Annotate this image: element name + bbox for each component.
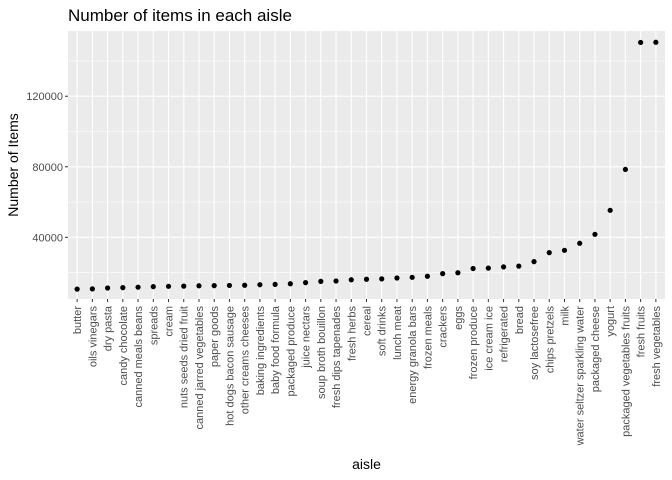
data-point xyxy=(409,274,415,280)
gridlines xyxy=(68,31,665,299)
x-tick-label: fresh fruits xyxy=(636,306,648,358)
x-tick-label: milk xyxy=(559,306,571,326)
data-point xyxy=(104,285,111,291)
data-point xyxy=(89,286,95,292)
data-point xyxy=(348,277,354,283)
data-point xyxy=(500,264,507,270)
data-point xyxy=(196,283,202,289)
x-tick-label: soup broth bouillon xyxy=(316,306,328,399)
data-point xyxy=(394,275,400,281)
x-tick-label: soft drinks xyxy=(377,306,389,357)
x-tick-label: fresh vegetables xyxy=(651,306,663,387)
data-point xyxy=(592,231,598,237)
data-point xyxy=(74,286,80,292)
x-tick-label: other creams cheeses xyxy=(240,306,252,415)
x-tick-label: soy lactosefree xyxy=(529,306,541,380)
x-tick-label: hot dogs bacon sausage xyxy=(224,306,236,426)
data-point xyxy=(181,283,187,289)
x-tick-label: paper goods xyxy=(209,306,221,368)
x-tick-label: crackers xyxy=(438,306,450,348)
data-point xyxy=(363,276,370,282)
data-point xyxy=(622,166,629,173)
x-tick-label: candy chocolate xyxy=(118,306,130,386)
x-tick-label: lunch meat xyxy=(392,306,404,360)
x-tick-label: energy granola bars xyxy=(407,306,419,404)
x-tick-label: ice cream ice xyxy=(483,306,495,371)
x-tick-label: cream xyxy=(164,306,176,337)
data-point xyxy=(226,282,233,289)
data-point xyxy=(638,39,644,46)
x-tick-label: bread xyxy=(514,306,526,334)
x-tick-label: canned jarred vegetables xyxy=(194,306,206,430)
x-tick-label: fresh herbs xyxy=(346,306,358,362)
y-axis: 40000 80000 120000 xyxy=(26,91,68,244)
data-point xyxy=(546,250,552,256)
x-tick-label: butter xyxy=(72,306,84,334)
x-tick-label: refrigerated xyxy=(499,306,511,362)
x-axis-title: aisle xyxy=(352,456,381,472)
data-point xyxy=(516,263,522,269)
data-point xyxy=(531,259,537,265)
x-tick-label: baking ingredients xyxy=(255,306,267,396)
x-tick-label: frozen meals xyxy=(422,306,434,369)
x-tick-label: packaged vegetables fruits xyxy=(620,306,632,437)
x-tick-label: chips pretzels xyxy=(544,306,556,374)
data-point xyxy=(440,271,446,277)
data-point xyxy=(287,281,293,287)
data-point xyxy=(424,273,431,279)
data-point xyxy=(257,282,263,288)
data-point xyxy=(607,207,613,213)
data-point xyxy=(318,278,324,284)
x-tick-label: packaged produce xyxy=(285,306,297,397)
x-tick-label: baby food formula xyxy=(270,305,282,394)
data-point xyxy=(470,265,476,272)
data-point xyxy=(455,270,461,276)
data-point xyxy=(211,283,217,289)
data-point xyxy=(379,276,385,282)
x-tick-label: fresh dips tapenades xyxy=(331,306,343,409)
y-axis-title: Number of Items xyxy=(5,113,21,216)
y-tick-label: 40000 xyxy=(32,232,63,244)
data-point xyxy=(302,280,309,286)
x-tick-label: frozen produce xyxy=(468,306,480,379)
data-point xyxy=(577,240,583,246)
data-point xyxy=(135,284,141,290)
x-tick-label: yogurt xyxy=(605,306,617,337)
data-point xyxy=(485,265,491,271)
data-point xyxy=(165,283,172,289)
x-tick-label: oils vinegars xyxy=(87,306,99,368)
data-point xyxy=(333,278,339,284)
x-tick-label: canned meals beans xyxy=(133,306,145,408)
x-tick-label: cereal xyxy=(362,306,374,336)
data-point xyxy=(150,284,156,290)
x-tick-label: eggs xyxy=(453,306,465,330)
data-point xyxy=(120,285,126,291)
x-axis: butter oils vinegars dry pasta candy chocol… xyxy=(72,299,663,446)
data-point xyxy=(242,282,248,288)
x-tick-label: nuts seeds dried fruit xyxy=(179,306,191,408)
data-points xyxy=(74,39,659,292)
data-point xyxy=(272,281,278,287)
chart-title: Number of items in each aisle xyxy=(68,6,292,25)
data-point xyxy=(561,247,568,253)
y-tick-label: 120000 xyxy=(26,91,63,103)
x-tick-label: packaged cheese xyxy=(590,306,602,392)
data-point xyxy=(653,39,659,45)
x-tick-label: juice nectars xyxy=(301,306,313,369)
x-tick-label: spreads xyxy=(148,306,160,346)
x-tick-label: dry pasta xyxy=(103,305,115,351)
x-tick-label: water seltzer sparkling water xyxy=(575,306,587,447)
y-tick-label: 80000 xyxy=(32,162,63,174)
